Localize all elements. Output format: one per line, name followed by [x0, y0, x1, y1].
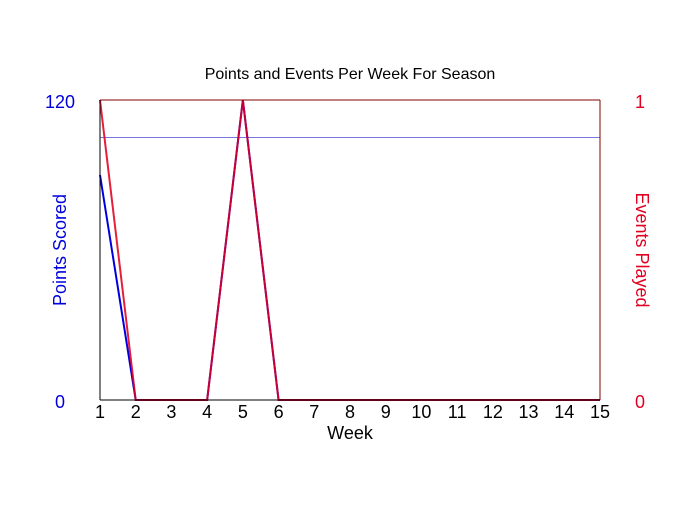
x-tick-label: 8	[345, 402, 355, 422]
x-tick-label: 4	[202, 402, 212, 422]
x-tick-label: 15	[590, 402, 610, 422]
x-tick-label: 2	[131, 402, 141, 422]
x-tick-label: 1	[95, 402, 105, 422]
x-tick-label: 3	[166, 402, 176, 422]
x-tick-label: 12	[483, 402, 503, 422]
x-tick-label: 9	[381, 402, 391, 422]
plot-area	[100, 100, 600, 400]
x-tick-label: 10	[411, 402, 431, 422]
left-tick-max: 120	[45, 92, 75, 112]
x-tick-label: 13	[519, 402, 539, 422]
x-tick-label: 14	[554, 402, 574, 422]
x-tick-label: 7	[309, 402, 319, 422]
x-tick-label: 11	[448, 402, 467, 422]
x-axis-label: Week	[327, 423, 374, 443]
x-tick-label: 6	[274, 402, 284, 422]
chart-title: Points and Events Per Week For Season	[205, 66, 496, 83]
y-axis-right-label: Events Played	[632, 192, 652, 307]
right-tick-max: 1	[635, 92, 645, 112]
x-tick-label: 5	[238, 402, 248, 422]
left-tick-min: 0	[55, 392, 65, 412]
right-tick-min: 0	[635, 392, 645, 412]
y-axis-left-label: Points Scored	[50, 194, 70, 306]
